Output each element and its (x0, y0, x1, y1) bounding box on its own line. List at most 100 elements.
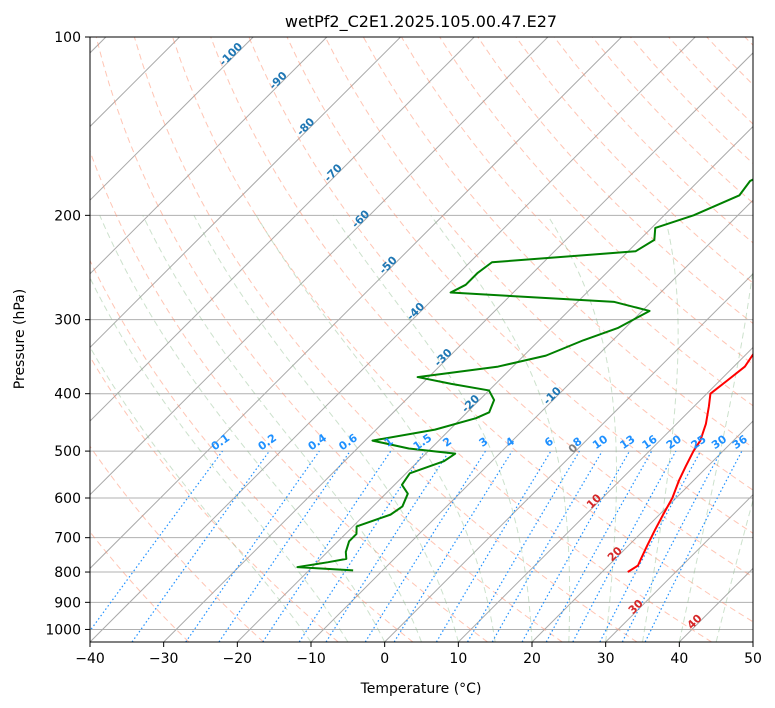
isotherm-line (163, 52, 753, 642)
dry-adiabat-label: 30 (626, 597, 646, 617)
series-layer (296, 178, 753, 573)
dry-adiabat-label: -60 (349, 207, 372, 230)
plot-frame (89, 36, 754, 643)
dry-adiabat-line (286, 37, 753, 534)
dry-adiabat-label: -100 (217, 40, 246, 69)
y-tick-label: 500 (54, 444, 81, 460)
mixing-ratio-line (218, 450, 351, 642)
dry-adiabat-label: -80 (294, 115, 317, 138)
isotherm-line (90, 37, 622, 570)
mixing-ratio-label: 16 (640, 432, 660, 452)
moist-adiabat-line (193, 215, 459, 642)
isotherm-line (531, 420, 753, 642)
isotherm-line (310, 199, 753, 642)
y-tick-label: 600 (54, 491, 81, 507)
dry-adiabat-label: 40 (685, 612, 705, 632)
moist-adiabat-line (678, 265, 753, 642)
y-axis-title: Pressure (hPa) (12, 289, 28, 389)
mixing-ratio-line (364, 450, 487, 642)
moist-adiabat-line (99, 215, 386, 642)
dry-adiabat-line (515, 37, 753, 284)
x-tick-label: 20 (523, 651, 541, 667)
isotherm-line (752, 641, 753, 642)
mixing-ratio-label: 0.1 (209, 431, 232, 453)
mixing-ratio-label: 3 (477, 435, 491, 450)
dry-adiabat-label: -90 (267, 69, 290, 92)
y-tick-label: 300 (54, 313, 81, 329)
y-tick-label: 400 (54, 387, 81, 403)
mixing-ratio-line (435, 450, 552, 642)
dry-adiabat-line (668, 37, 753, 125)
mixing-ratio-line (572, 450, 677, 642)
mixing-ratio-label: 30 (709, 432, 729, 452)
moist-adiabat-line (90, 346, 312, 642)
dry-adiabat-line (324, 37, 753, 491)
mixing-ratio-label: 20 (664, 432, 684, 452)
moist-adiabat-line (333, 215, 533, 642)
x-tick-label: −20 (223, 651, 253, 667)
x-tick-label: −10 (296, 651, 326, 667)
dry-adiabat-line (133, 37, 638, 642)
x-axis-title: Temperature (°C) (360, 681, 482, 697)
y-tick-label: 900 (54, 595, 81, 611)
isotherm-line (90, 37, 254, 201)
y-tick-label: 200 (54, 208, 81, 224)
temperature-profile-line (627, 352, 753, 573)
isotherm-line (90, 37, 696, 642)
dry-adiabat-line (95, 37, 563, 642)
dry-adiabat-line (90, 445, 264, 642)
x-axis: −40 −30 −20 −10 0 10 20 30 40 50 (75, 642, 762, 667)
y-tick-label: 100 (54, 30, 81, 46)
dry-adiabat-label: -20 (459, 392, 482, 415)
mixing-ratio-label: 0.4 (306, 431, 330, 453)
isotherm-line (457, 346, 753, 642)
moist-adiabat-line (547, 215, 618, 642)
dry-adiabat-line (706, 37, 753, 86)
moist-adiabat-line (430, 215, 571, 642)
x-tick-label: 50 (744, 651, 762, 667)
x-tick-label: −30 (149, 651, 179, 667)
dry-adiabat-label: -10 (541, 384, 564, 407)
moist-adiabat-line (642, 215, 679, 642)
dry-adiabat-line (477, 37, 753, 325)
chart-title: wetPf2_C2E1.2025.105.00.47.E27 (285, 12, 557, 32)
dry-adiabat-line (90, 259, 414, 642)
isotherm-line (678, 567, 753, 642)
isotherm-line (90, 37, 328, 275)
mixing-ratio-line (466, 450, 581, 642)
y-tick-label: 800 (54, 565, 81, 581)
x-tick-label: 10 (449, 651, 467, 667)
dewpoint-profile-line (296, 178, 753, 572)
mixing-ratio-line (521, 450, 631, 642)
y-tick-label: 1000 (45, 622, 81, 638)
mixing-ratio-line (262, 450, 392, 642)
dry-adiabat-line (90, 149, 488, 642)
mixing-ratio-line (545, 450, 653, 642)
mixing-ratio-label: 36 (730, 432, 750, 452)
dry-adiabat-line (90, 355, 339, 642)
dry-adiabat-label: -50 (377, 253, 400, 276)
isotherm-line (90, 37, 475, 422)
mixing-ratio-label: 10 (590, 432, 610, 452)
dry-adiabat-label: -30 (432, 346, 455, 369)
isotherm-line (605, 494, 753, 642)
isotherm-line (90, 37, 549, 496)
dry-adiabat-line (172, 37, 712, 642)
mixing-ratio-label: 13 (618, 433, 638, 452)
mixing-ratio-line (131, 450, 270, 642)
mixing-ratio-line (185, 450, 320, 642)
isotherm-line (384, 273, 753, 642)
mixing-ratio-line (298, 450, 426, 642)
background-lines (90, 37, 753, 642)
x-tick-label: 0 (380, 651, 389, 667)
dry-adiabat-line (248, 37, 753, 578)
moist-adiabat-line (142, 215, 422, 642)
x-tick-label: −40 (75, 651, 105, 667)
mixing-ratio-label: 25 (689, 433, 709, 452)
mixing-ratio-line (90, 450, 223, 632)
dry-adiabat-line (744, 37, 753, 46)
dry-adiabat-line (90, 531, 190, 642)
isotherm-line (90, 37, 401, 349)
dry-adiabat-label: 20 (605, 544, 625, 564)
